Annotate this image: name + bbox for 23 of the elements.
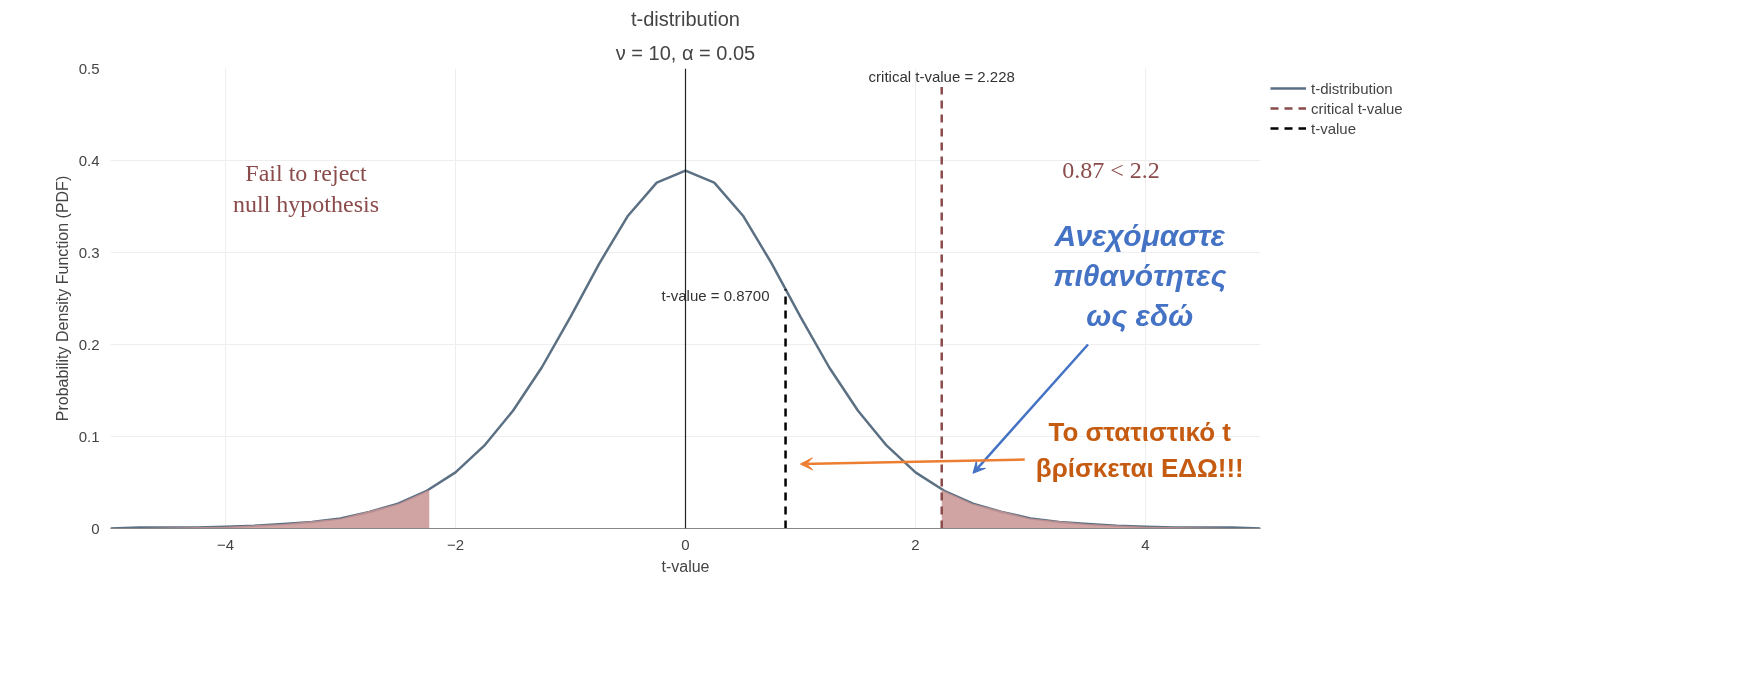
chart-title: t-distribution: [631, 7, 740, 30]
x-tick-label: −2: [446, 535, 465, 553]
x-tick-label: 0: [681, 535, 690, 553]
legend-label: critical t-value: [1311, 99, 1403, 117]
y-axis-title: Probability Density Function (PDF): [53, 175, 71, 422]
legend-label: t-value: [1311, 119, 1357, 137]
y-tick-label: 0.5: [78, 59, 100, 77]
annotation: Το στατιστικό t βρίσκεται ΕΔΩ!!!: [1035, 417, 1244, 484]
x-axis-title: t-value: [661, 557, 710, 575]
legend-label: t-distribution: [1311, 79, 1393, 97]
x-tick-label: −4: [216, 535, 235, 553]
y-tick-label: 0.4: [78, 151, 100, 169]
y-tick-label: 0.3: [78, 243, 100, 261]
y-tick-label: 0.2: [78, 335, 100, 353]
x-tick-label: 4: [1141, 535, 1150, 553]
annotation: 0.87 < 2.2: [1062, 156, 1160, 183]
x-tick-label: 2: [911, 535, 920, 553]
annotation: Ανεχόμαστε πιθανότητες ως εδώ: [1053, 219, 1227, 332]
annotation: Fail to reject null hypothesis: [233, 159, 380, 217]
y-tick-label: 0.1: [78, 427, 100, 445]
annotation: critical t-value = 2.228: [868, 67, 1015, 85]
chart-subtitle: ν = 10, α = 0.05: [615, 41, 756, 64]
y-tick-label: 0: [91, 519, 100, 537]
